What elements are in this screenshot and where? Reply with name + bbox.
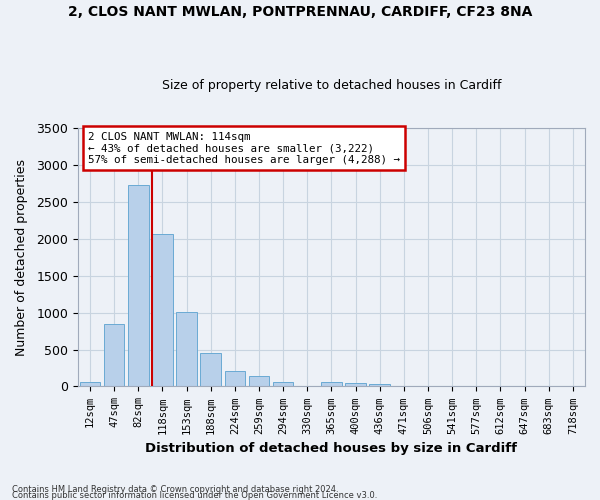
Title: Size of property relative to detached houses in Cardiff: Size of property relative to detached ho…: [162, 79, 501, 92]
X-axis label: Distribution of detached houses by size in Cardiff: Distribution of detached houses by size …: [145, 442, 517, 455]
Bar: [321, 382, 342, 386]
Text: Contains HM Land Registry data © Crown copyright and database right 2024.: Contains HM Land Registry data © Crown c…: [12, 485, 338, 494]
Text: Contains public sector information licensed under the Open Government Licence v3: Contains public sector information licen…: [12, 490, 377, 500]
Bar: [273, 382, 293, 386]
Bar: [176, 312, 197, 386]
Y-axis label: Number of detached properties: Number of detached properties: [15, 158, 28, 356]
Bar: [224, 371, 245, 386]
Bar: [249, 376, 269, 386]
Bar: [128, 185, 149, 386]
Bar: [80, 382, 100, 386]
Text: 2 CLOS NANT MWLAN: 114sqm
← 43% of detached houses are smaller (3,222)
57% of se: 2 CLOS NANT MWLAN: 114sqm ← 43% of detac…: [88, 132, 400, 165]
Bar: [104, 324, 124, 386]
Bar: [200, 353, 221, 386]
Text: 2, CLOS NANT MWLAN, PONTPRENNAU, CARDIFF, CF23 8NA: 2, CLOS NANT MWLAN, PONTPRENNAU, CARDIFF…: [68, 5, 532, 19]
Bar: [370, 384, 390, 386]
Bar: [152, 234, 173, 386]
Bar: [346, 384, 366, 386]
